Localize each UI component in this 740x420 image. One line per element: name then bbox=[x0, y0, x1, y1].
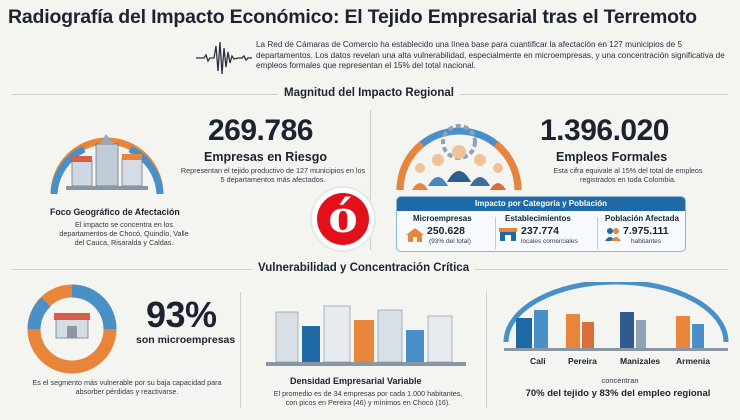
people-icon bbox=[605, 226, 621, 242]
category-poblacion: Población Afectada 7.975.111 habitantes bbox=[601, 214, 685, 252]
store-icon bbox=[499, 226, 517, 242]
city-label-armenia: Armenia bbox=[676, 356, 711, 366]
micro-percent: 93% bbox=[146, 294, 217, 335]
empleos-number: 1.396.020 bbox=[540, 114, 669, 147]
empresas-label: Empresas en Riesgo bbox=[204, 150, 327, 164]
densidad-title: Densidad Empresarial Variable bbox=[290, 376, 422, 386]
cities-summary: 70% del tejido y 83% del empleo regional bbox=[525, 388, 711, 399]
section-heading-magnitud: Magnitud del Impacto Regional bbox=[278, 87, 460, 99]
category-panel-header: Impacto por Categoría y Población bbox=[397, 197, 685, 211]
section-heading-vulnerabilidad: Vulnerabilidad y Concentración Crítica bbox=[252, 262, 476, 274]
vertical-divider bbox=[240, 292, 241, 408]
workers-illustration bbox=[392, 104, 526, 198]
house-icon bbox=[405, 227, 425, 243]
empresas-desc: Representan el tejido productivo de 127 … bbox=[180, 166, 366, 184]
micro-label: son microempresas bbox=[136, 334, 236, 346]
category-note: habitantes bbox=[631, 238, 661, 245]
city-label-pereira: Pereira bbox=[568, 356, 597, 366]
storefronts-illustration bbox=[44, 104, 170, 204]
city-label-manizales: Manizales bbox=[620, 356, 661, 366]
category-separator bbox=[597, 217, 598, 249]
empleos-desc: Esta cifra equivale al 15% del total de … bbox=[553, 166, 703, 184]
category-value: 7.975.111 bbox=[623, 225, 669, 237]
page-title: Radiografía del Impacto Económico: El Te… bbox=[8, 6, 697, 28]
category-panel: Impacto por Categoría y Población Microe… bbox=[396, 196, 686, 252]
micro-desc: Es el segmento más vulnerable por su baj… bbox=[32, 378, 222, 396]
category-value: 250.628 bbox=[427, 225, 465, 237]
densidad-desc: El promedio es de 34 empresas por cada 1… bbox=[273, 389, 463, 407]
category-value: 237.774 bbox=[521, 225, 559, 237]
category-note: locales comerciales bbox=[521, 238, 578, 245]
category-note: (93% del total) bbox=[429, 238, 471, 245]
intro-paragraph: La Red de Cámaras de Comercio ha estable… bbox=[256, 40, 725, 71]
vertical-divider bbox=[486, 292, 487, 408]
brand-logo: ó bbox=[310, 186, 376, 252]
category-label: Microempresas bbox=[413, 214, 472, 223]
city-label-cali: Cali bbox=[530, 356, 546, 366]
city-density-illustration bbox=[256, 286, 476, 372]
cities-illustration bbox=[500, 279, 732, 362]
foco-title: Foco Geográfico de Afectación bbox=[50, 207, 180, 217]
brand-logo-mark: ó bbox=[317, 193, 369, 245]
empleos-label: Empleos Formales bbox=[556, 150, 668, 164]
foco-desc: El impacto se concentra en los departame… bbox=[59, 220, 189, 247]
category-establecimientos: Establecimientos 237.774 locales comerci… bbox=[499, 214, 595, 252]
category-label: Establecimientos bbox=[505, 214, 571, 223]
seismograph-icon bbox=[196, 38, 252, 78]
category-separator bbox=[495, 217, 496, 249]
category-label: Población Afectada bbox=[605, 214, 679, 223]
category-microempresas: Microempresas 250.628 (93% del total) bbox=[403, 214, 491, 252]
ring-illustration bbox=[16, 282, 128, 376]
cities-concentran: concentran bbox=[601, 376, 639, 385]
empresas-number: 269.786 bbox=[208, 114, 313, 147]
vertical-divider bbox=[370, 110, 371, 250]
